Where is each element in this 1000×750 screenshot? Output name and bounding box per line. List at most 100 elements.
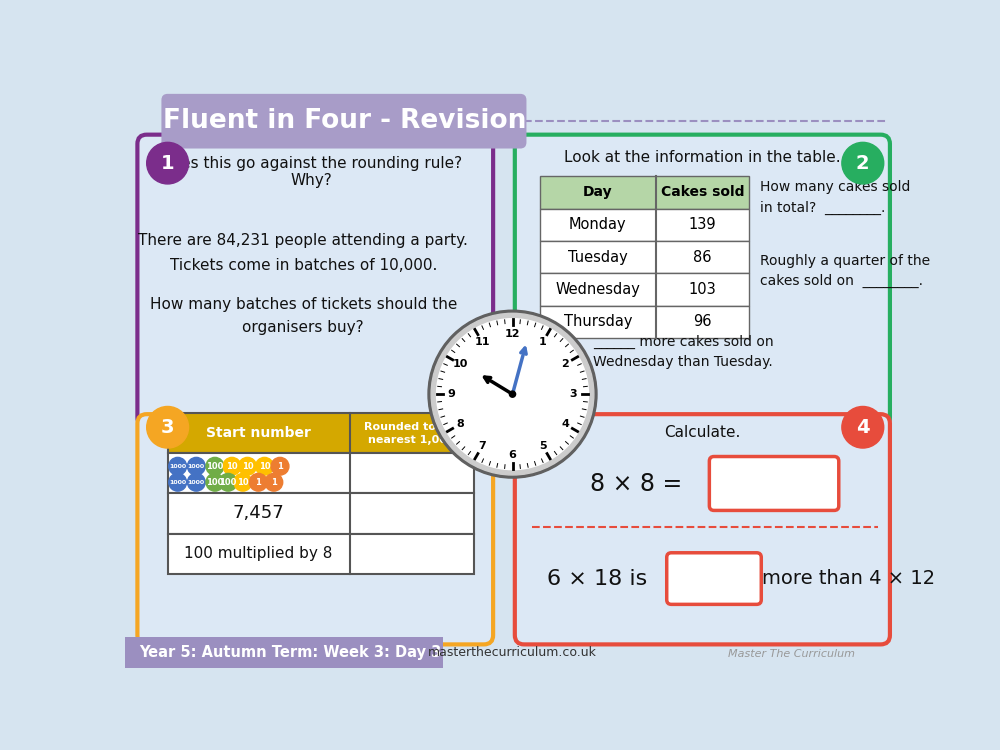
FancyBboxPatch shape — [540, 273, 749, 305]
FancyBboxPatch shape — [709, 457, 839, 511]
Circle shape — [219, 473, 237, 491]
Text: Cakes sold: Cakes sold — [661, 185, 744, 200]
Text: 9: 9 — [448, 389, 456, 399]
FancyBboxPatch shape — [667, 553, 761, 604]
Text: organisers buy?: organisers buy? — [242, 320, 364, 334]
Text: Rounded to the
nearest 1,000: Rounded to the nearest 1,000 — [364, 422, 460, 445]
FancyBboxPatch shape — [137, 414, 493, 644]
FancyBboxPatch shape — [515, 414, 890, 644]
Text: Does this go against the rounding rule?: Does this go against the rounding rule? — [160, 156, 462, 171]
Circle shape — [187, 458, 205, 475]
Text: Tuesday: Tuesday — [568, 250, 628, 265]
Text: 1: 1 — [539, 337, 547, 346]
Text: Start number: Start number — [206, 427, 311, 440]
Text: 2: 2 — [856, 154, 870, 173]
Circle shape — [249, 473, 267, 491]
Text: more than 4 × 12: more than 4 × 12 — [762, 569, 935, 589]
Circle shape — [206, 473, 224, 491]
Text: Year 5: Autumn Term: Week 3: Day 3: Year 5: Autumn Term: Week 3: Day 3 — [139, 644, 441, 659]
Text: Thursday: Thursday — [564, 314, 632, 329]
Text: 1: 1 — [255, 478, 261, 487]
FancyBboxPatch shape — [168, 494, 474, 533]
Text: 3: 3 — [161, 418, 174, 436]
Circle shape — [256, 458, 273, 475]
Text: 1000: 1000 — [188, 480, 205, 484]
Text: 7: 7 — [478, 442, 486, 452]
Text: ______ more cakes sold on
Wednesday than Tuesday.: ______ more cakes sold on Wednesday than… — [593, 334, 773, 369]
Text: Why?: Why? — [290, 173, 332, 188]
Circle shape — [169, 473, 187, 491]
Text: masterthecurriculum.co.uk: masterthecurriculum.co.uk — [428, 646, 597, 658]
Text: 4: 4 — [561, 419, 569, 429]
Circle shape — [239, 458, 256, 475]
FancyBboxPatch shape — [540, 209, 749, 241]
Text: 86: 86 — [693, 250, 712, 265]
Text: 10: 10 — [237, 478, 249, 487]
Circle shape — [842, 142, 884, 184]
Text: 10: 10 — [452, 359, 468, 369]
Text: 4: 4 — [856, 418, 870, 436]
Text: 1: 1 — [277, 462, 283, 471]
Text: How many batches of tickets should the: How many batches of tickets should the — [150, 296, 457, 311]
Text: 1: 1 — [161, 154, 174, 173]
Text: 6: 6 — [509, 449, 516, 460]
Text: 10: 10 — [226, 462, 238, 471]
Text: 1000: 1000 — [169, 480, 186, 484]
Text: 8: 8 — [456, 419, 464, 429]
Text: 2: 2 — [561, 359, 569, 369]
Text: There are 84,231 people attending a party.: There are 84,231 people attending a part… — [138, 232, 468, 248]
Text: 6 × 18 is: 6 × 18 is — [547, 569, 648, 589]
Text: 10: 10 — [259, 462, 270, 471]
Text: How many cakes sold
in total?  ________.: How many cakes sold in total? ________. — [761, 181, 911, 215]
Circle shape — [223, 458, 241, 475]
Text: 8 × 8 =: 8 × 8 = — [590, 472, 682, 496]
FancyBboxPatch shape — [168, 533, 474, 574]
Circle shape — [187, 473, 205, 491]
Circle shape — [206, 458, 224, 475]
Circle shape — [147, 406, 189, 448]
FancyBboxPatch shape — [540, 241, 749, 273]
Circle shape — [842, 406, 884, 448]
Text: Fluent in Four - Revision: Fluent in Four - Revision — [163, 108, 526, 134]
FancyBboxPatch shape — [125, 637, 443, 668]
Text: Wednesday: Wednesday — [555, 282, 640, 297]
Text: 100: 100 — [206, 462, 224, 471]
Text: 7,457: 7,457 — [233, 505, 285, 523]
Text: Monday: Monday — [569, 217, 627, 232]
Circle shape — [509, 391, 516, 398]
Text: 100: 100 — [219, 478, 237, 487]
Text: 100: 100 — [206, 478, 224, 487]
FancyBboxPatch shape — [137, 135, 493, 427]
FancyBboxPatch shape — [540, 305, 749, 338]
Text: Tickets come in batches of 10,000.: Tickets come in batches of 10,000. — [170, 258, 437, 273]
FancyBboxPatch shape — [168, 454, 474, 494]
Text: 1: 1 — [271, 478, 277, 487]
Text: 103: 103 — [688, 282, 716, 297]
Text: 96: 96 — [693, 314, 712, 329]
Circle shape — [437, 319, 588, 470]
Text: Day: Day — [583, 185, 613, 200]
Text: Look at the information in the table.: Look at the information in the table. — [564, 150, 841, 165]
Text: 11: 11 — [474, 337, 490, 346]
Circle shape — [169, 458, 187, 475]
Text: Calculate.: Calculate. — [664, 425, 741, 440]
Text: 1000: 1000 — [188, 464, 205, 469]
Text: 139: 139 — [689, 217, 716, 232]
Circle shape — [271, 458, 289, 475]
FancyBboxPatch shape — [515, 135, 890, 427]
Circle shape — [234, 473, 252, 491]
Text: 10: 10 — [242, 462, 253, 471]
Circle shape — [147, 142, 189, 184]
Text: 12: 12 — [505, 328, 520, 339]
Circle shape — [265, 473, 283, 491]
Text: 3: 3 — [569, 389, 577, 399]
Circle shape — [428, 310, 597, 478]
Text: 5: 5 — [539, 442, 547, 452]
Text: 100 multiplied by 8: 100 multiplied by 8 — [184, 546, 333, 561]
Text: Roughly a quarter of the
cakes sold on  ________.: Roughly a quarter of the cakes sold on _… — [761, 254, 931, 288]
Text: Master The Curriculum: Master The Curriculum — [728, 650, 855, 659]
Circle shape — [431, 314, 594, 475]
Text: Complete the table.: Complete the table. — [235, 422, 387, 436]
FancyBboxPatch shape — [161, 94, 526, 148]
FancyBboxPatch shape — [168, 413, 474, 454]
